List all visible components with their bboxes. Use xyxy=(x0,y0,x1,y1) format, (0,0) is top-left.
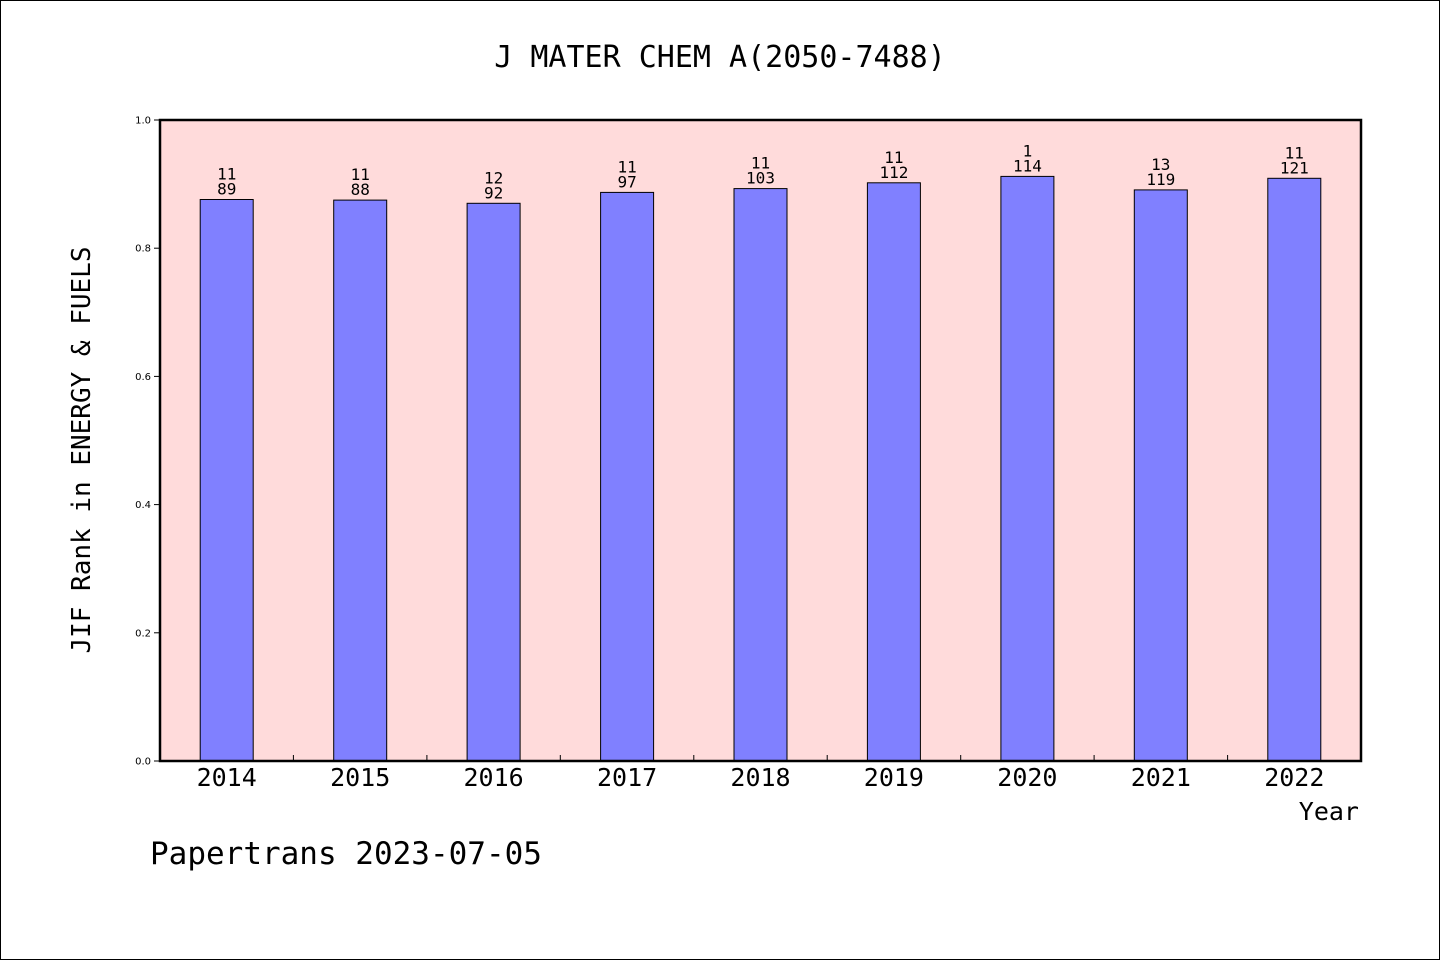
bar-2018 xyxy=(733,188,788,762)
bar-total-label-2014: 89 xyxy=(217,180,236,199)
plot-border xyxy=(158,118,1363,763)
bar-total-label-2018: 103 xyxy=(746,169,775,188)
bar-rank-label-2021: 13 xyxy=(1151,155,1170,174)
bar-2021 xyxy=(1133,189,1188,762)
bar-total-label-2021: 119 xyxy=(1146,170,1175,189)
bar-total-label-2020: 114 xyxy=(1013,156,1042,175)
y-tick-label-0.2: 0.2 xyxy=(135,628,151,639)
bar-total-label-2015: 88 xyxy=(351,180,370,199)
x-tick-label-2020: 2020 xyxy=(997,763,1057,792)
bar-2016 xyxy=(466,202,521,762)
x-tick-label-2017: 2017 xyxy=(597,763,657,792)
x-tick-label-2021: 2021 xyxy=(1131,763,1191,792)
bar-rank-label-2014: 11 xyxy=(217,165,236,184)
x-axis-label: Year xyxy=(1299,797,1359,826)
bar-total-label-2019: 112 xyxy=(879,163,908,182)
bar-rank-label-2016: 12 xyxy=(484,168,503,187)
bar-rank-label-2019: 11 xyxy=(884,148,903,167)
x-tick-label-2016: 2016 xyxy=(463,763,523,792)
footer-text: Papertrans 2023-07-05 xyxy=(150,836,542,872)
bar-2014 xyxy=(199,199,254,762)
y-tick-label-0.4: 0.4 xyxy=(135,500,151,511)
x-tick-label-2022: 2022 xyxy=(1264,763,1324,792)
x-tick-label-2014: 2014 xyxy=(197,763,257,792)
bar-rank-label-2020: 1 xyxy=(1023,141,1033,160)
bar-total-label-2016: 92 xyxy=(484,183,503,202)
x-ticks-group: 2014 2015 2016 2017 2018 2019 2020 2021 2022 xyxy=(197,755,1324,792)
bar-total-label-2017: 97 xyxy=(617,172,636,191)
chart-title: J MATER CHEM A(2050-7488) xyxy=(494,40,946,75)
y-ticks-group: 0.0 0.2 0.4 0.6 0.8 1.0 xyxy=(135,116,160,768)
x-tick-label-2015: 2015 xyxy=(330,763,390,792)
bar-2020 xyxy=(1000,175,1055,762)
y-axis-label: JIF Rank in ENERGY & FUELS xyxy=(67,247,97,654)
bar-rank-label-2018: 11 xyxy=(751,154,770,173)
bar-rank-label-2017: 11 xyxy=(617,157,636,176)
x-tick-label-2018: 2018 xyxy=(730,763,790,792)
bar-2022 xyxy=(1267,177,1322,762)
x-tick-label-2019: 2019 xyxy=(864,763,924,792)
y-tick-label-1.0: 1.0 xyxy=(135,116,151,127)
bar-2019 xyxy=(866,182,921,762)
bar-2017 xyxy=(600,191,655,762)
bar-2015 xyxy=(333,199,388,762)
bar-total-label-2022: 121 xyxy=(1280,158,1309,177)
y-tick-label-0.0: 0.0 xyxy=(135,757,151,768)
bars-group xyxy=(199,175,1322,762)
bar-rank-label-2015: 11 xyxy=(351,165,370,184)
bar-rank-label-2022: 11 xyxy=(1285,143,1304,162)
y-tick-label-0.6: 0.6 xyxy=(135,372,151,383)
y-tick-label-0.8: 0.8 xyxy=(135,244,151,255)
